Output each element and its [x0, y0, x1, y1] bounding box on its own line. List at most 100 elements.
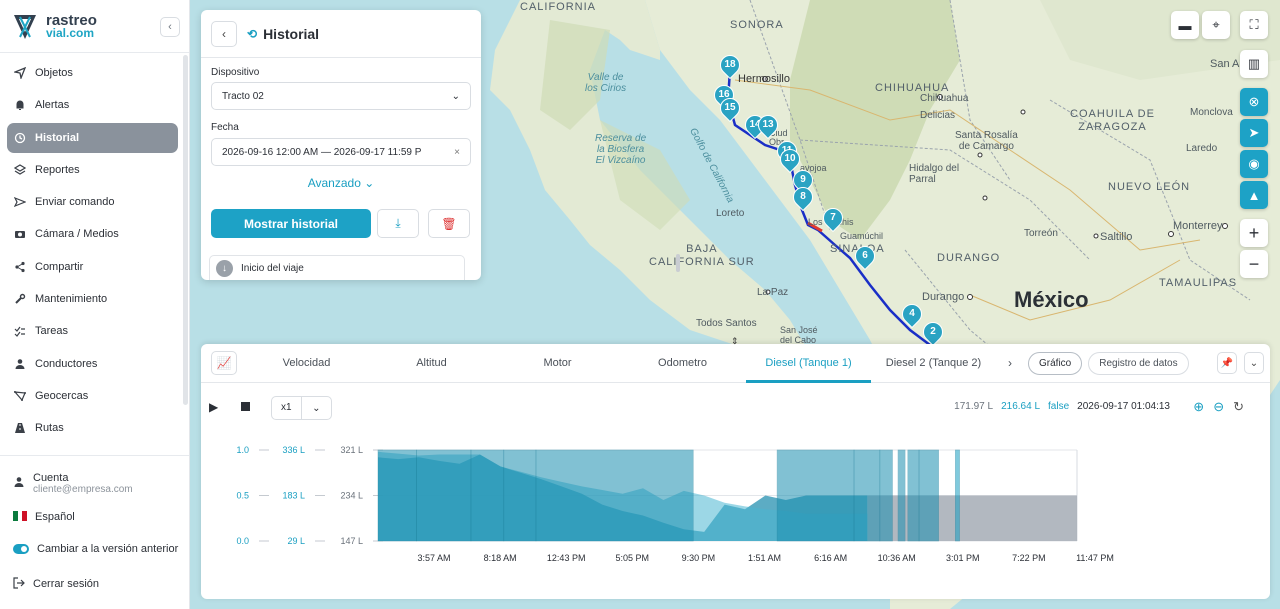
- account-item[interactable]: Cuenta cliente@empresa.com: [7, 465, 187, 501]
- device-select[interactable]: Tracto 02 ⌄: [211, 82, 471, 110]
- chevron-left-icon: ‹: [222, 26, 226, 41]
- collapse-panel-button[interactable]: ⌄: [1244, 352, 1264, 374]
- logout-item[interactable]: Cerrar sesión: [7, 568, 187, 600]
- tab-odometro[interactable]: Odometro: [658, 357, 707, 369]
- zoom-in-button[interactable]: +: [1240, 219, 1268, 247]
- tab-motor[interactable]: Motor: [543, 357, 572, 369]
- map-label: Delicias: [920, 110, 956, 121]
- send-icon: [13, 196, 27, 208]
- locate-button[interactable]: ⌖: [1202, 11, 1230, 39]
- map-label: CHIHUAHUA: [875, 82, 950, 94]
- zoom-out-icon[interactable]: ⊖: [1213, 399, 1225, 414]
- download-button[interactable]: ⤓: [377, 209, 419, 238]
- nav-item-tareas[interactable]: Tareas: [7, 316, 178, 346]
- location-arrow-icon: ➤: [1248, 125, 1260, 140]
- stop-button[interactable]: [241, 402, 250, 411]
- map-label: Torreón: [1024, 228, 1058, 239]
- view-registro[interactable]: Registro de datos: [1088, 352, 1189, 375]
- back-button[interactable]: ‹: [211, 20, 237, 47]
- collapse-sidebar-button[interactable]: ‹: [160, 17, 180, 37]
- date-range-input[interactable]: 2026-09-16 12:00 AM — 2026-09-17 11:59 P…: [211, 138, 471, 166]
- clear-icon[interactable]: ×: [454, 146, 460, 158]
- nav-label: Historial: [35, 131, 80, 144]
- data-band: [416, 449, 472, 542]
- tab-diesel-tanque-2[interactable]: Diesel 2 (Tanque 2): [885, 357, 982, 369]
- view-mode-toggle: Gráfico Registro de datos: [1028, 352, 1189, 375]
- nav-item-mantenimiento[interactable]: Mantenimiento: [7, 284, 178, 314]
- tab-diesel-tanque-1[interactable]: Diesel (Tanque 1): [746, 344, 871, 383]
- y-tick-label: 321 L: [340, 445, 363, 455]
- map-layers-button[interactable]: ▥: [1240, 50, 1268, 78]
- zoom-in-icon[interactable]: ⊕: [1193, 399, 1205, 414]
- map-label: TAMAULIPAS: [1159, 277, 1238, 289]
- nav-item-alertas[interactable]: Alertas: [7, 90, 178, 120]
- data-band: [470, 449, 505, 542]
- download-icon: ⤓: [395, 216, 401, 230]
- resize-handle[interactable]: ⇕: [731, 336, 739, 346]
- nav-item-rutas[interactable]: Rutas: [7, 413, 178, 443]
- binoculars-icon: ⊗: [1248, 94, 1260, 109]
- brand-logo[interactable]: rastreo vial.com: [10, 10, 97, 44]
- x-tick-label: 1:51 AM: [748, 553, 781, 563]
- nav-item-camara[interactable]: Cámara / Medios: [7, 219, 178, 249]
- reset-icon[interactable]: ↻: [1233, 399, 1244, 414]
- legacy-toggle-label: Cambiar a la versión anterior: [37, 543, 179, 555]
- map-label: San José del Cabo: [780, 325, 818, 345]
- tabs-next-button[interactable]: ›: [1000, 353, 1020, 373]
- send-location-button[interactable]: ➤: [1240, 119, 1268, 147]
- play-button[interactable]: ▶: [209, 400, 218, 414]
- nav-label: Compartir: [35, 260, 84, 273]
- line-chart-icon: 📈: [216, 356, 232, 370]
- nav-label: Enviar comando: [35, 196, 115, 209]
- diesel-chart[interactable]: 1.0 0.5 0.0 336 L 183 L 29 L 321 L 234 L 147 L 3:…: [201, 424, 1270, 604]
- show-history-button[interactable]: Mostrar historial: [211, 209, 371, 238]
- account-email: cliente@empresa.com: [33, 483, 133, 495]
- nav-item-geocercas[interactable]: Geocercas: [7, 381, 178, 411]
- view-grafico[interactable]: Gráfico: [1028, 352, 1083, 375]
- nav-item-compartir[interactable]: Compartir: [7, 252, 178, 282]
- map-label: Hermosillo: [738, 73, 790, 85]
- advanced-toggle[interactable]: Avanzado ⌄: [307, 176, 375, 190]
- nav-item-historial[interactable]: Historial: [7, 122, 178, 153]
- binoculars-button[interactable]: ⊗: [1240, 88, 1268, 116]
- data-band: [879, 449, 893, 542]
- language-selector[interactable]: Español: [7, 501, 187, 533]
- device-value: Tracto 02: [222, 90, 264, 102]
- nav-item-conductores[interactable]: Conductores: [7, 349, 178, 379]
- layers-icon: [13, 164, 27, 176]
- pin-button[interactable]: 📌: [1217, 352, 1237, 374]
- date-label: Fecha: [211, 122, 239, 133]
- delete-button[interactable]: 🗑: [428, 209, 470, 238]
- toggle-switch[interactable]: [13, 544, 29, 554]
- history-icon: ⟲: [247, 26, 258, 41]
- nav-label: Conductores: [35, 357, 98, 370]
- pin-icon: 📌: [1220, 357, 1234, 369]
- zoom-out-button[interactable]: −: [1240, 250, 1268, 278]
- nav-label: Tareas: [35, 325, 69, 338]
- plus-icon: +: [1248, 222, 1260, 243]
- tab-velocidad[interactable]: Velocidad: [282, 357, 331, 369]
- alerts-button[interactable]: ▲: [1240, 181, 1268, 209]
- map-label: COAHUILA DE ZARAGOZA: [1070, 108, 1155, 133]
- nav-item-enviar-comando[interactable]: Enviar comando: [7, 187, 178, 217]
- share-icon: [13, 261, 27, 273]
- nav-label: Mantenimiento: [35, 293, 108, 306]
- data-band: [955, 449, 960, 542]
- x-tick-label: 11:47 PM: [1076, 553, 1114, 563]
- nav-item-objetos[interactable]: Objetos: [7, 58, 178, 88]
- chart-toggle-button[interactable]: 📈: [211, 351, 237, 375]
- nav-item-reportes[interactable]: Reportes: [7, 155, 178, 185]
- tab-altitud[interactable]: Altitud: [416, 357, 447, 369]
- map-icon: ▥: [1247, 56, 1261, 71]
- history-view-button[interactable]: ◉: [1240, 150, 1268, 178]
- sidebar-scrollbar[interactable]: [183, 55, 188, 405]
- fullscreen-button[interactable]: ⛶: [1240, 11, 1268, 39]
- legacy-version-toggle[interactable]: Cambiar a la versión anterior: [7, 533, 187, 565]
- trip-start-item[interactable]: ↓ Inicio del viaje: [209, 255, 465, 280]
- data-band: [503, 449, 537, 542]
- crosshair-icon: ⌖: [1212, 17, 1220, 32]
- data-band: [776, 449, 855, 542]
- speed-select[interactable]: x1 ⌄: [271, 396, 332, 420]
- ruler-button[interactable]: ▬: [1171, 11, 1199, 39]
- history-scrollbar[interactable]: [676, 254, 680, 272]
